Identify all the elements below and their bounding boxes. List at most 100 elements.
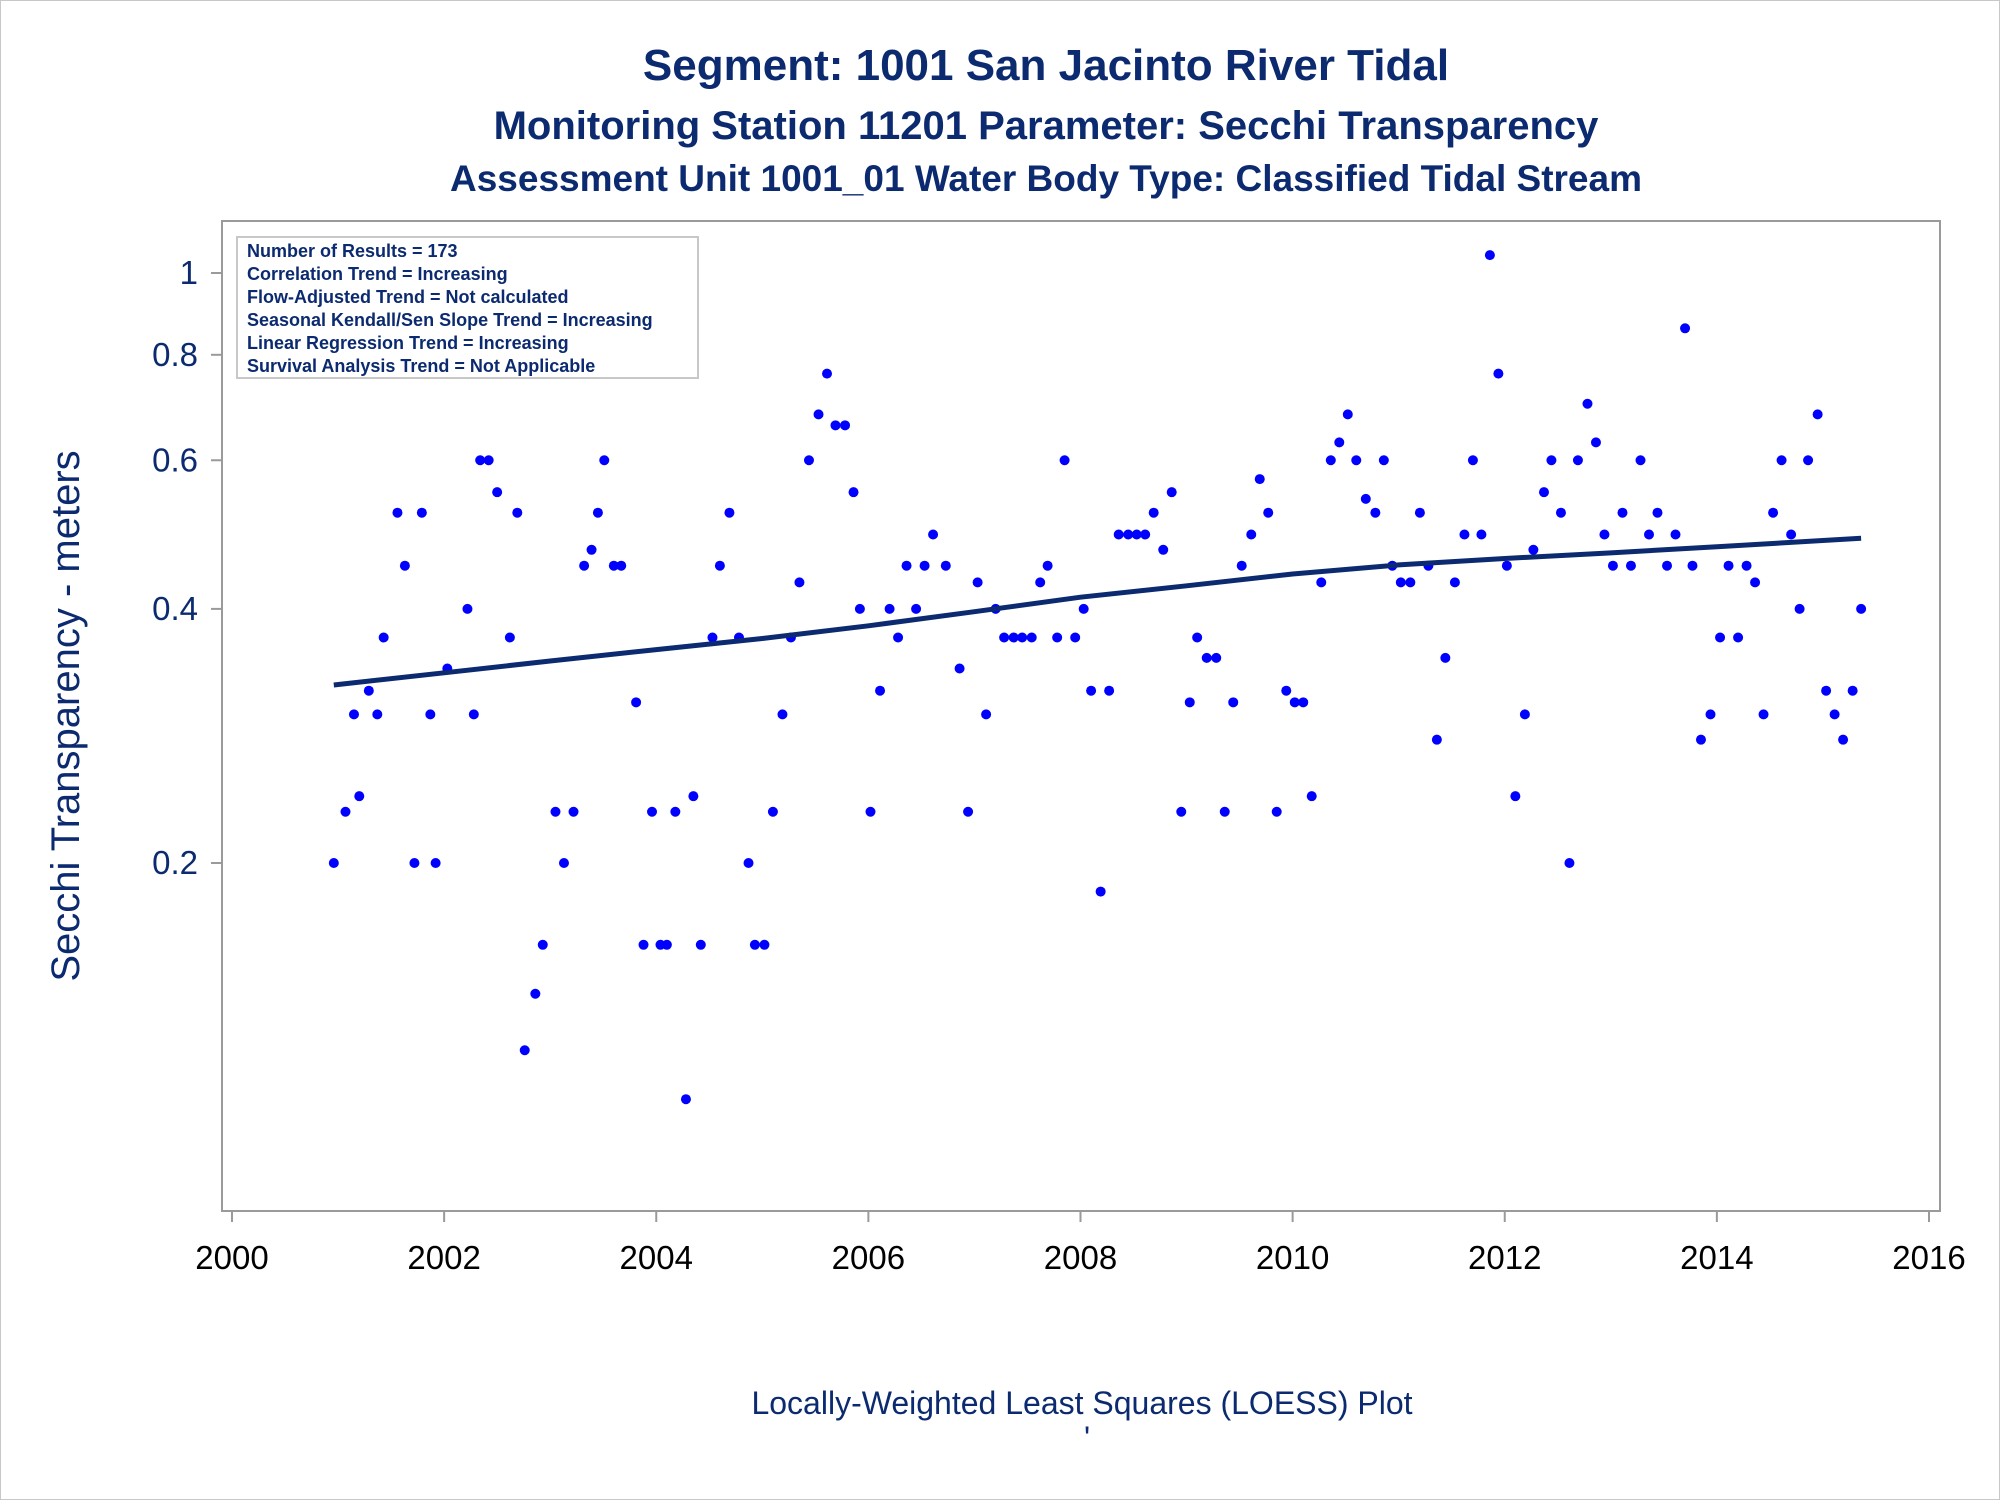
- data-point: [1582, 398, 1593, 409]
- data-point: [1803, 455, 1814, 466]
- data-point: [1035, 577, 1046, 588]
- data-point: [1201, 652, 1212, 663]
- x-axis: 2000 2002 2004 2006 2008 2010 2012 2014 2016: [195, 1211, 1966, 1276]
- loess-trend: [333, 535, 1862, 688]
- data-point: [392, 507, 403, 518]
- data-point: [1625, 560, 1636, 571]
- data-point: [840, 420, 851, 431]
- data-point: [1166, 487, 1177, 498]
- y-tick-label: 1: [180, 254, 198, 291]
- data-point: [1680, 323, 1691, 334]
- data-point: [363, 685, 374, 696]
- data-point: [1572, 455, 1583, 466]
- data-point: [940, 560, 951, 571]
- stats-box: Number of Results = 173 Correlation Tren…: [236, 236, 699, 379]
- data-point: [767, 806, 778, 817]
- data-point: [1607, 560, 1618, 571]
- data-point: [1140, 529, 1151, 540]
- y-axis: 0.2 0.4 0.6 0.8 1: [152, 254, 222, 881]
- data-point: [707, 632, 718, 643]
- x-tick-label: 2012: [1468, 1239, 1541, 1276]
- chart-subtitle-2: Assessment Unit 1001_01 Water Body Type:…: [450, 158, 1642, 199]
- data-point: [1184, 697, 1195, 708]
- trend-line: [333, 535, 1862, 688]
- data-point: [1794, 603, 1805, 614]
- data-point: [848, 487, 859, 498]
- y-axis-label: Secchi Transparency - meters: [44, 450, 88, 981]
- data-point: [928, 529, 939, 540]
- x-tick-label: 2000: [195, 1239, 268, 1276]
- data-point: [1493, 368, 1504, 379]
- data-point: [1017, 632, 1028, 643]
- data-point: [822, 368, 833, 379]
- data-point: [1564, 858, 1575, 868]
- data-point: [999, 632, 1010, 643]
- data-point: [1599, 529, 1610, 540]
- x-tick-label: 2008: [1044, 1239, 1117, 1276]
- data-point: [638, 939, 649, 950]
- data-point: [512, 507, 523, 518]
- data-point: [1414, 507, 1425, 518]
- data-point: [1113, 529, 1124, 540]
- data-point: [1370, 507, 1381, 518]
- data-point: [1590, 437, 1601, 448]
- data-point: [661, 939, 672, 950]
- data-point: [972, 577, 983, 588]
- data-point: [1052, 632, 1063, 643]
- data-point: [409, 858, 420, 868]
- data-point: [1086, 685, 1097, 696]
- data-point: [875, 685, 886, 696]
- x-tick-label: 2010: [1256, 1239, 1329, 1276]
- data-point: [1263, 507, 1274, 518]
- data-point: [1847, 685, 1858, 696]
- data-point: [592, 507, 603, 518]
- data-point: [1723, 560, 1734, 571]
- data-point: [475, 455, 486, 466]
- data-point: [1281, 685, 1292, 696]
- data-point: [462, 603, 473, 614]
- data-point: [354, 791, 365, 802]
- data-point: [1219, 806, 1230, 817]
- data-point: [1510, 791, 1521, 802]
- data-point: [865, 806, 876, 817]
- data-point: [749, 939, 760, 950]
- data-point: [1829, 709, 1840, 720]
- data-point: [1360, 493, 1371, 504]
- data-point: [794, 577, 805, 588]
- data-point: [425, 709, 436, 720]
- data-point: [954, 663, 965, 674]
- data-point: [1131, 529, 1142, 540]
- x-tick-label: 2014: [1680, 1239, 1753, 1276]
- data-point: [1148, 507, 1159, 518]
- data-point: [1254, 474, 1265, 485]
- data-point: [919, 560, 930, 571]
- stats-line-2: Correlation Trend = Increasing: [247, 264, 508, 284]
- data-point: [537, 939, 548, 950]
- data-point: [348, 709, 359, 720]
- data-point: [1459, 529, 1470, 540]
- data-point: [1538, 487, 1549, 498]
- data-point: [1405, 577, 1416, 588]
- stats-line-1: Number of Results = 173: [247, 241, 458, 261]
- data-point: [1768, 507, 1779, 518]
- data-point: [1687, 560, 1698, 571]
- stats-box-border: [236, 236, 699, 379]
- data-point: [1449, 577, 1460, 588]
- data-point: [1104, 685, 1115, 696]
- data-point: [1662, 560, 1673, 571]
- data-point: [670, 806, 681, 817]
- data-point: [530, 988, 541, 999]
- data-point: [1395, 577, 1406, 588]
- data-point: [830, 420, 841, 431]
- data-point: [616, 560, 627, 571]
- data-point: [1856, 603, 1867, 614]
- data-point: [1715, 632, 1726, 643]
- data-point: [1440, 652, 1451, 663]
- data-point: [1519, 709, 1530, 720]
- data-point: [550, 806, 561, 817]
- data-point: [1635, 455, 1646, 466]
- data-point: [901, 560, 912, 571]
- data-point: [1758, 709, 1769, 720]
